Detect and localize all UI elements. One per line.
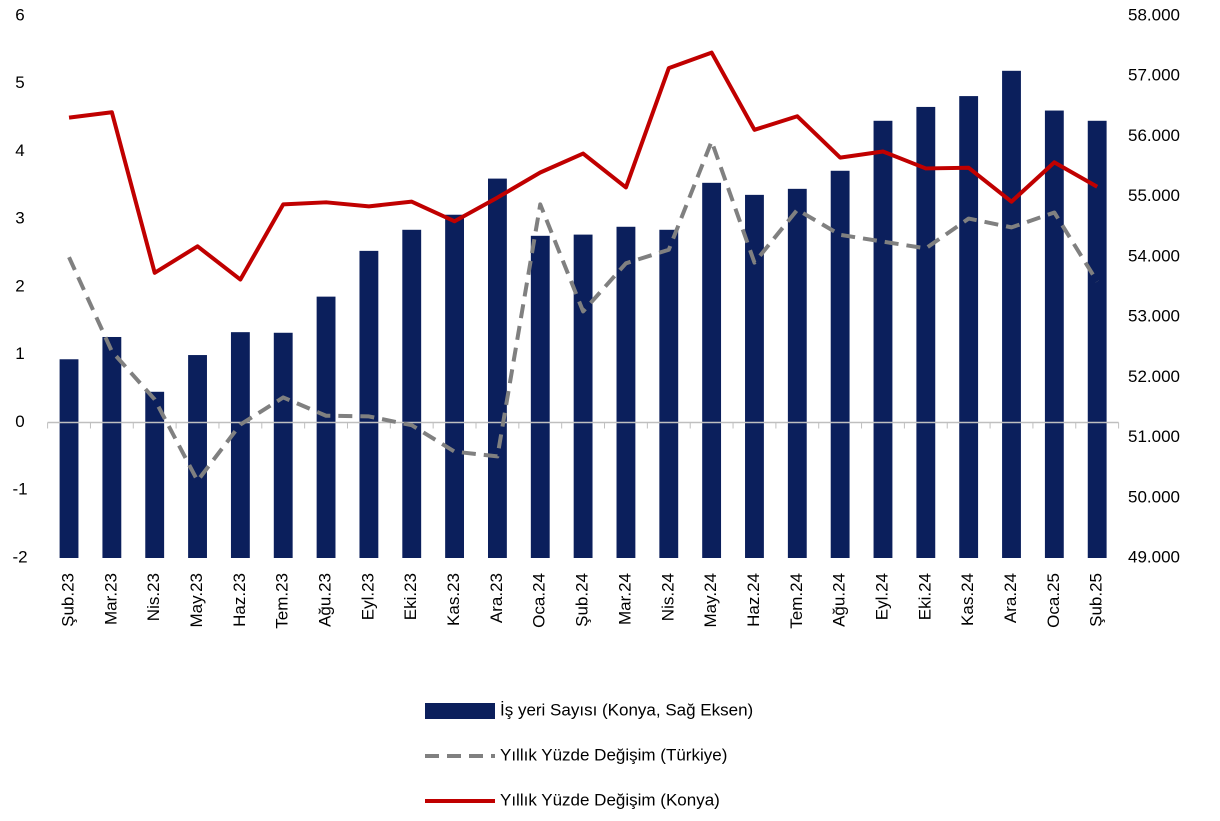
x-tick-label: Kas.23 xyxy=(444,573,463,626)
y2-tick-label: 54.000 xyxy=(1128,246,1180,265)
y-tick-label: 6 xyxy=(15,5,24,24)
bar xyxy=(59,359,79,558)
bar xyxy=(188,355,207,558)
x-tick-label: Haz.24 xyxy=(744,573,763,627)
x-tick-label: Tem.24 xyxy=(787,573,806,629)
x-tick-label: Şub.25 xyxy=(1087,573,1106,627)
bar xyxy=(230,332,250,558)
bar xyxy=(873,120,893,558)
bar xyxy=(573,234,593,558)
x-tick-label: Ağu.23 xyxy=(316,573,335,627)
line xyxy=(68,50,1099,282)
x-tick-label: Oca.24 xyxy=(530,573,549,628)
bar xyxy=(359,250,379,558)
y2-tick-label: 56.000 xyxy=(1128,126,1180,145)
legend-swatch xyxy=(425,703,495,719)
x-tick-label: Şub.24 xyxy=(573,573,592,627)
x-tick-label: Ara.24 xyxy=(1001,573,1020,623)
x-tick-label: Mar.23 xyxy=(101,573,120,625)
x-tick-label: Mar.24 xyxy=(615,573,634,625)
bar xyxy=(1002,70,1021,559)
bar xyxy=(659,229,679,559)
x-tick-label: May.23 xyxy=(187,573,206,628)
x-tick-label: Nis.23 xyxy=(144,573,163,621)
x-tick-label: Tem.23 xyxy=(273,573,292,629)
y2-tick-label: 49.000 xyxy=(1128,547,1180,566)
y2-tick-label: 52.000 xyxy=(1128,367,1180,386)
y-tick-label: 3 xyxy=(15,209,24,228)
bar xyxy=(445,214,465,558)
legend-label: Yıllık Yüzde Değişim (Konya) xyxy=(500,790,720,809)
legend-label: Yıllık Yüzde Değişim (Türkiye) xyxy=(500,745,727,764)
y2-tick-label: 53.000 xyxy=(1128,307,1180,326)
x-tick-label: Ara.23 xyxy=(487,573,506,623)
y2-tick-label: 55.000 xyxy=(1128,186,1180,205)
x-tick-label: Eyl.23 xyxy=(358,573,377,620)
legend-entry: Yıllık Yüzde Değişim (Konya) xyxy=(425,790,720,809)
y2-tick-label: 50.000 xyxy=(1128,487,1180,506)
bar xyxy=(787,188,807,559)
bar xyxy=(273,332,293,558)
y2-tick-label: 58.000 xyxy=(1128,5,1180,24)
bar xyxy=(102,336,122,558)
x-tick-label: Ağu.24 xyxy=(830,573,849,627)
y-tick-label: 4 xyxy=(15,141,24,160)
bar xyxy=(145,391,165,558)
legend-entry: İş yeri Sayısı (Konya, Sağ Eksen) xyxy=(425,700,753,719)
x-tick-label: Kas.24 xyxy=(958,573,977,626)
y-tick-label: -2 xyxy=(12,547,27,566)
y-tick-label: 2 xyxy=(15,276,24,295)
x-tick-label: Eyl.24 xyxy=(872,573,891,620)
bar xyxy=(1044,110,1064,558)
bar xyxy=(702,182,722,558)
bar xyxy=(487,178,507,558)
x-tick-label: Eki.24 xyxy=(915,573,934,620)
x-tick-label: Nis.24 xyxy=(658,573,677,621)
y2-tick-label: 51.000 xyxy=(1128,427,1180,446)
y-tick-label: 1 xyxy=(15,344,24,363)
x-tick-label: May.24 xyxy=(701,573,720,628)
y-tick-label: -1 xyxy=(12,480,27,499)
line xyxy=(67,139,1099,483)
y-tick-label: 5 xyxy=(15,73,24,92)
y-tick-label: 0 xyxy=(15,412,24,431)
x-tick-label: Oca.25 xyxy=(1044,573,1063,628)
x-tick-label: Eki.23 xyxy=(401,573,420,620)
legend-entry: Yıllık Yüzde Değişim (Türkiye) xyxy=(425,745,727,764)
y2-tick-label: 57.000 xyxy=(1128,66,1180,85)
x-tick-label: Şub.23 xyxy=(59,573,78,627)
bar xyxy=(530,235,550,559)
x-tick-label: Haz.23 xyxy=(230,573,249,627)
bar xyxy=(316,296,336,558)
bar xyxy=(1087,120,1107,558)
bar xyxy=(616,226,636,558)
legend-label: İş yeri Sayısı (Konya, Sağ Eksen) xyxy=(500,700,753,719)
bar xyxy=(402,229,422,559)
bar xyxy=(959,96,979,559)
bar xyxy=(745,194,764,559)
bar xyxy=(916,106,936,559)
bar xyxy=(830,170,850,558)
